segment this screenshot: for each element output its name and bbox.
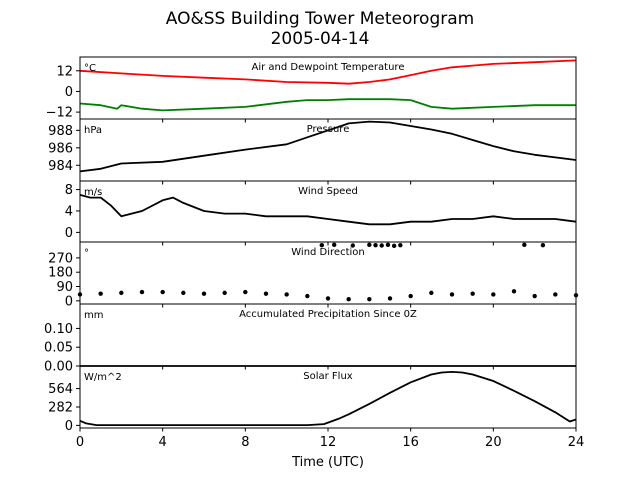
y-tick-label: 0 [65, 294, 73, 309]
panel-air-and-dewpoint-temperature: 12 0 −12 °C Air and Dewpoint Temperature [46, 56, 577, 123]
panels-group: 120−12°C Air and Dewpoint Temperature9889… [44, 56, 579, 434]
wind-direction-point [540, 242, 546, 248]
wind-direction-point [346, 297, 351, 302]
x-tick-label: 4 [159, 435, 167, 450]
x-tick-label: 12 [320, 435, 337, 450]
wind-direction-point [511, 289, 517, 294]
x-tick-label: 20 [485, 435, 502, 450]
wind-direction-point [350, 243, 355, 248]
y-tick-label: 282 [48, 400, 73, 415]
x-axis-label: Time (UTC) [291, 455, 364, 470]
panel-title: Wind Speed [298, 186, 358, 197]
wind-direction-point [553, 292, 558, 297]
wind-direction-point [491, 292, 496, 297]
x-axis: 0 4 8 12 16 20 24 [76, 435, 584, 450]
y-tick-label: 984 [48, 159, 73, 174]
wind-direction-point [181, 290, 186, 296]
y-tick-label: 90 [56, 280, 73, 295]
wind-direction-point [119, 290, 124, 296]
y-tick-label: 12 [56, 64, 73, 79]
y-tick-label: 564 [48, 382, 73, 397]
x-tick-label: 8 [241, 435, 249, 450]
wind-direction-point [429, 290, 434, 296]
panel-wind-speed: 8 4 0 m/s Wind Speed [65, 180, 577, 246]
unit-label: W/m^2 [84, 372, 122, 383]
y-tick-label: 180 [48, 266, 73, 281]
series-line-2 [79, 98, 576, 112]
x-tick-label: 16 [402, 435, 419, 450]
unit-label: °C [84, 63, 96, 74]
panel-title: Accumulated Precipitation Since 0Z [239, 309, 417, 320]
wind-direction-point [139, 289, 145, 295]
panel-accumulated-precipitation-since-0z: 0.10 0.05 0.00 mm Accumulated Precipitation … [44, 303, 577, 375]
y-tick-label: −12 [46, 106, 73, 121]
y-tick-label: 8 [65, 183, 73, 198]
wind-direction-point [398, 242, 403, 248]
y-tick-label: 4 [65, 204, 73, 219]
wind-direction-point [408, 293, 413, 299]
y-tick-label: 0 [65, 226, 73, 241]
wind-direction-point [373, 242, 378, 248]
figure-title: AO&SS Building Tower Meteorogram [165, 9, 475, 29]
y-tick-label: 986 [48, 141, 73, 156]
unit-label: hPa [84, 125, 102, 136]
wind-direction-point [385, 242, 391, 248]
panel-title: Wind Direction [291, 247, 365, 258]
wind-direction-point [201, 291, 207, 296]
unit-label: mm [84, 310, 103, 321]
wind-direction-point [98, 291, 103, 296]
wind-direction-point [305, 293, 310, 299]
x-tick-label: 0 [76, 435, 84, 450]
wind-direction-point [332, 242, 337, 248]
wind-direction-point [387, 296, 393, 301]
wind-direction-point [319, 242, 324, 248]
y-tick-label: 0 [65, 85, 73, 100]
y-tick-label: 0.10 [44, 322, 73, 337]
wind-direction-point [367, 297, 372, 302]
wind-direction-point [325, 296, 331, 301]
panel-solar-flux: 564 282 0 W/m^2 Solar Flux [48, 365, 577, 434]
wind-direction-point [391, 243, 397, 249]
wind-direction-point [379, 243, 384, 248]
wind-direction-point [263, 291, 269, 296]
figure-subtitle: 2005-04-14 [270, 29, 370, 49]
y-tick-label: 270 [48, 251, 73, 266]
wind-direction-point [222, 290, 227, 296]
wind-direction-point [160, 289, 165, 295]
wind-direction-point [470, 291, 475, 296]
panel-title: Solar Flux [303, 371, 353, 382]
wind-direction-point [522, 242, 527, 248]
panel-title: Air and Dewpoint Temperature [252, 62, 405, 73]
series-line-1 [79, 59, 577, 85]
y-tick-label: 988 [48, 124, 73, 139]
unit-label: ° [84, 248, 89, 259]
panel-title: Pressure [307, 124, 350, 135]
x-tick-label: 24 [568, 435, 585, 450]
panel-pressure: 988 986 984 hPa Pressure [48, 118, 577, 185]
wind-direction-point [284, 292, 289, 297]
series-line-1 [79, 370, 577, 427]
y-tick-label: 0.05 [44, 341, 73, 356]
wind-direction-point [532, 293, 537, 299]
series-line-1 [79, 120, 577, 173]
wind-direction-point [243, 289, 248, 295]
unit-label: m/s [84, 187, 102, 198]
wind-direction-point [367, 242, 372, 248]
y-tick-label: 0 [65, 419, 73, 434]
y-tick-label: 0.00 [44, 360, 73, 375]
series-line-1 [79, 194, 577, 226]
wind-direction-point [449, 292, 455, 297]
